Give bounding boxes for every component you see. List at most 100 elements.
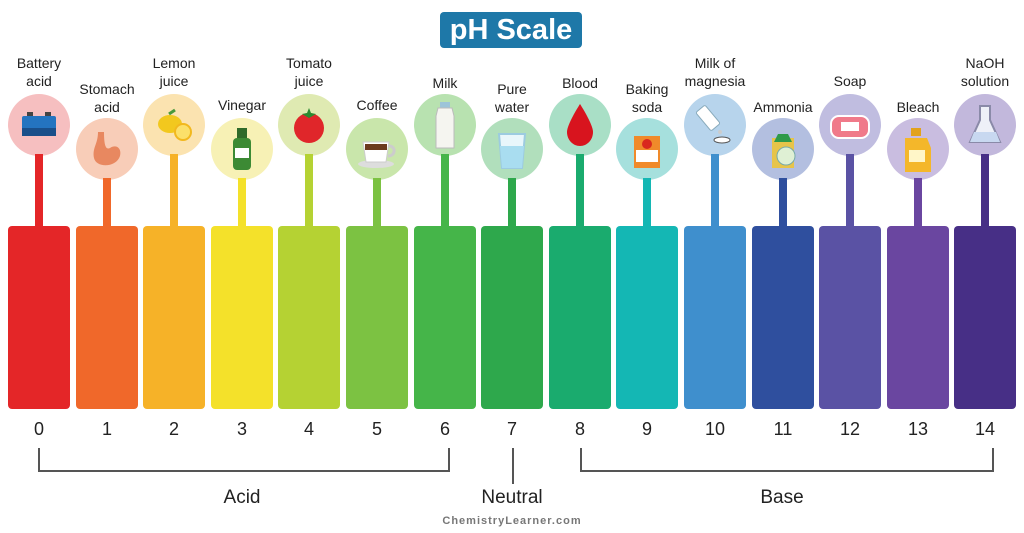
ph-bar (481, 226, 543, 409)
substance-label: Milk of magnesia (659, 54, 771, 90)
neutral-tick (512, 448, 514, 484)
substance-label-line: Vinegar (217, 97, 266, 113)
connector-stem (711, 154, 719, 226)
connector-stem (508, 178, 516, 226)
ph-bar (76, 226, 138, 409)
ph-number: 12 (839, 419, 861, 439)
ph-number: 1 (101, 419, 112, 439)
ph-level-9: Baking soda 9 (616, 0, 678, 445)
blood-drop-icon (549, 94, 611, 156)
substance-label: Coffee (321, 96, 433, 114)
substance-label: Pure water (456, 80, 568, 116)
vinegar-bottle-icon (211, 118, 273, 180)
ph-bar (887, 226, 949, 409)
connector-stem (103, 178, 111, 226)
substance-label-line: Tomato (286, 55, 332, 71)
flask-icon (954, 94, 1016, 156)
ph-level-8: Blood 8 (549, 0, 611, 445)
substance-label-line: Lemon (152, 55, 196, 71)
ph-number: 4 (303, 419, 314, 439)
ph-bar (278, 226, 340, 409)
ph-level-14: NaOH solution 14 (954, 0, 1016, 445)
bleach-bottle-icon (887, 118, 949, 180)
ph-number: 7 (506, 419, 517, 439)
ph-number: 6 (439, 419, 450, 439)
substance-label-line: Coffee (356, 97, 398, 113)
baking-soda-icon (616, 118, 678, 180)
substance-label-line: Soap (833, 73, 867, 89)
lemon-icon (143, 94, 205, 156)
substance-label: Ammonia (727, 98, 839, 116)
ph-level-2: Lemon juice 2 (143, 0, 205, 445)
soap-icon (819, 94, 881, 156)
substance-label-line: Blood (562, 75, 598, 91)
stomach-icon (76, 118, 138, 180)
ph-bar (549, 226, 611, 409)
ph-bar (616, 226, 678, 409)
substance-label-line: soda (631, 99, 663, 115)
base-label: Base (760, 487, 804, 508)
base-bracket (580, 448, 994, 472)
ph-level-0: Battery acid 0 (8, 0, 70, 445)
credit-text: ChemistryLearner.com (442, 515, 582, 527)
ph-level-13: Bleach 13 (887, 0, 949, 445)
substance-label: Milk (389, 74, 501, 92)
substance-label: Blood (524, 74, 636, 92)
ph-number: 3 (236, 419, 247, 439)
substance-label-line: acid (26, 73, 52, 89)
ph-bar (819, 226, 881, 409)
acid-label: Acid (223, 487, 261, 508)
substance-label-line: NaOH (965, 55, 1005, 71)
substance-label: Stomach acid (51, 80, 163, 116)
substance-label-line: Pure (497, 81, 527, 97)
ph-bar (414, 226, 476, 409)
substance-label: Bleach (862, 98, 974, 116)
connector-stem (981, 154, 989, 226)
ph-level-11: Ammonia 11 (752, 0, 814, 445)
ph-bar (211, 226, 273, 409)
ph-bar (8, 226, 70, 409)
battery-icon (8, 94, 70, 156)
connector-stem (373, 178, 381, 226)
ph-level-4: Tomato juice 4 (278, 0, 340, 445)
substance-label-line: Stomach (79, 81, 135, 97)
connector-stem (441, 154, 449, 226)
substance-label-line: Milk of (694, 55, 736, 71)
substance-label-line: acid (94, 99, 120, 115)
ph-level-12: Soap 12 (819, 0, 881, 445)
substance-label-line: magnesia (684, 73, 746, 89)
ph-level-7: Pure water 7 (481, 0, 543, 445)
substance-label-line: Baking (625, 81, 669, 97)
substance-label-line: solution (960, 73, 1010, 89)
ph-number: 11 (773, 419, 793, 439)
substance-label: Tomato juice (253, 54, 365, 90)
ph-number: 9 (641, 419, 652, 439)
ph-level-1: Stomach acid 1 (76, 0, 138, 445)
ph-bar (954, 226, 1016, 409)
substance-label-line: Bleach (896, 99, 940, 115)
connector-stem (238, 178, 246, 226)
ph-level-6: Milk 6 (414, 0, 476, 445)
ammonia-icon (752, 118, 814, 180)
substance-label-line: Milk (432, 75, 458, 91)
ph-level-5: Coffee 5 (346, 0, 408, 445)
substance-label-line: water (494, 99, 530, 115)
neutral-label: Neutral (481, 487, 543, 508)
ph-number: 2 (168, 419, 179, 439)
medicine-icon (684, 94, 746, 156)
ph-bar (684, 226, 746, 409)
substance-label: Vinegar (186, 96, 298, 114)
ph-number: 14 (974, 419, 996, 439)
substance-label-line: juice (159, 73, 189, 89)
connector-stem (846, 154, 854, 226)
water-glass-icon (481, 118, 543, 180)
substance-label-line: Battery (16, 55, 62, 71)
substance-label: Soap (794, 72, 906, 90)
ph-bar (143, 226, 205, 409)
connector-stem (305, 154, 313, 226)
ph-number: 5 (371, 419, 382, 439)
tomato-icon (278, 94, 340, 156)
substance-label: Baking soda (591, 80, 703, 116)
connector-stem (643, 178, 651, 226)
milk-bottle-icon (414, 94, 476, 156)
